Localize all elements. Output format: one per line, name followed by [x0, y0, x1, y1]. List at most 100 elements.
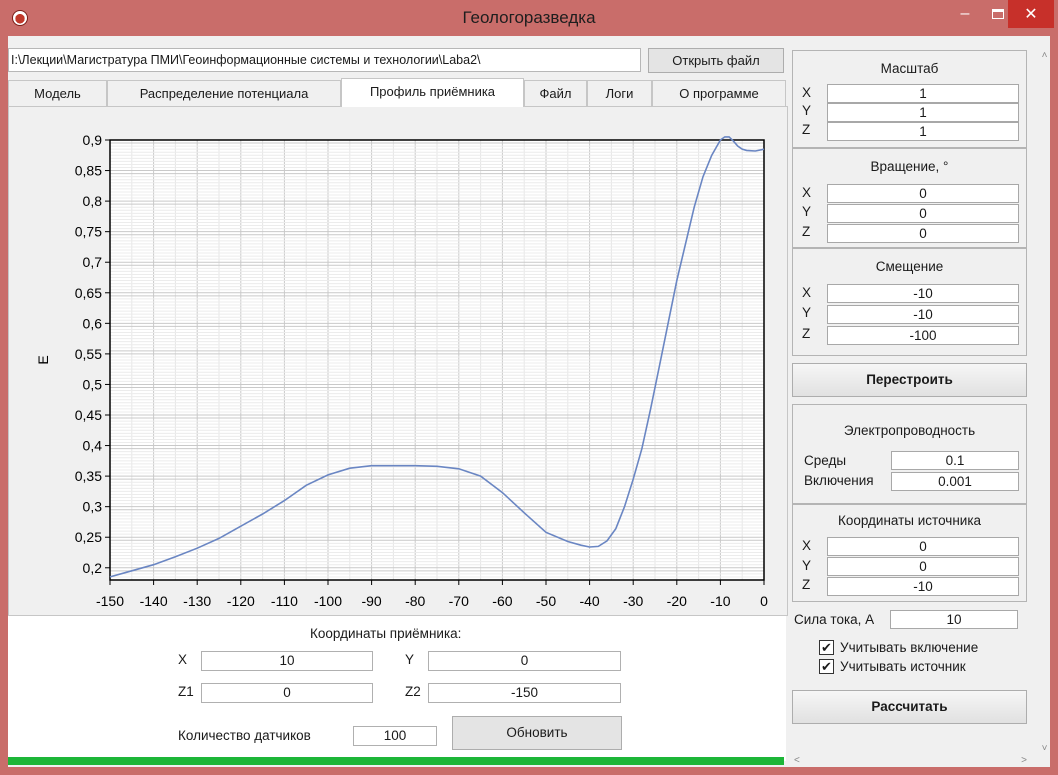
- rebuild-button[interactable]: Перестроить: [792, 363, 1027, 397]
- window-title: Геологоразведка: [462, 8, 596, 27]
- rotation-x-label: X: [802, 185, 812, 200]
- current-label: Сила тока, А: [794, 612, 875, 627]
- scale-y-input[interactable]: 1: [827, 103, 1019, 122]
- scale-x-input[interactable]: 1: [827, 84, 1019, 103]
- x-tick-label: -20: [667, 593, 687, 609]
- y-tick-label: 0,5: [83, 376, 103, 392]
- conductivity-title: Электропроводность: [843, 423, 976, 438]
- y-tick-label: 0,75: [75, 224, 102, 240]
- y-tick-label: 0,4: [83, 438, 103, 454]
- y-tick-label: 0,3: [83, 499, 103, 515]
- offset-y-label: Y: [802, 305, 812, 320]
- rotation-x-input[interactable]: 0: [827, 184, 1019, 203]
- source-z-input[interactable]: -10: [827, 577, 1019, 596]
- include-source-label: Учитывать источник: [840, 659, 966, 674]
- close-button[interactable]: ✕: [1008, 0, 1054, 28]
- source-z-label: Z: [802, 577, 811, 592]
- scroll-down-icon[interactable]: ˅: [1041, 743, 1048, 754]
- rotation-title: Вращение, °: [870, 159, 949, 174]
- y-axis-label: E: [35, 355, 51, 364]
- maximize-icon: [992, 9, 1004, 19]
- file-path-input[interactable]: I:\Лекции\Магистратура ПМИ\Геоинформацио…: [8, 48, 641, 72]
- tab-bar: Модель Распределение потенциала Профиль …: [8, 78, 788, 107]
- source-y-input[interactable]: 0: [827, 557, 1019, 576]
- calculate-button[interactable]: Рассчитать: [792, 690, 1027, 724]
- x-tick-label: -130: [183, 593, 211, 609]
- inclusion-input[interactable]: 0.001: [891, 472, 1019, 491]
- vertical-scrollbar[interactable]: ˄ ˅: [1039, 50, 1050, 755]
- sensors-count-input[interactable]: 100: [353, 726, 437, 746]
- title-bar: Геологоразведка – ✕: [0, 0, 1058, 36]
- app-icon: [12, 10, 28, 26]
- receiver-x-input[interactable]: 10: [201, 651, 373, 671]
- open-file-button[interactable]: Открыть файл: [648, 48, 784, 73]
- current-input[interactable]: 10: [890, 610, 1018, 629]
- scroll-right-icon[interactable]: >: [1021, 755, 1027, 766]
- maximize-button[interactable]: [983, 0, 1013, 28]
- y-tick-label: 0,7: [83, 254, 103, 270]
- receiver-z1-label: Z1: [178, 684, 194, 699]
- medium-label: Среды: [804, 453, 847, 468]
- y-tick-label: 0,8: [83, 193, 103, 209]
- x-tick-label: -10: [710, 593, 730, 609]
- scale-z-input[interactable]: 1: [827, 122, 1019, 141]
- x-tick-label: -150: [96, 593, 124, 609]
- y-tick-label: 0,9: [83, 132, 103, 148]
- source-title: Координаты источника: [837, 513, 982, 528]
- tab-receiver-profile[interactable]: Профиль приёмника: [341, 78, 524, 107]
- receiver-z2-label: Z2: [405, 684, 421, 699]
- include-source-checkbox[interactable]: ✔: [819, 659, 834, 674]
- scale-z-label: Z: [802, 122, 811, 137]
- horizontal-scrollbar[interactable]: < >: [792, 755, 1039, 767]
- source-x-input[interactable]: 0: [827, 537, 1019, 556]
- include-inclusion-checkbox[interactable]: ✔: [819, 640, 834, 655]
- offset-title: Смещение: [875, 259, 944, 274]
- y-tick-label: 0,6: [83, 315, 103, 331]
- x-tick-label: -100: [314, 593, 342, 609]
- x-tick-label: -70: [449, 593, 469, 609]
- receiver-x-label: X: [178, 652, 188, 667]
- offset-x-label: X: [802, 285, 812, 300]
- tab-file[interactable]: Файл: [524, 80, 587, 106]
- inclusion-label: Включения: [804, 473, 874, 488]
- y-tick-label: 0,35: [75, 468, 102, 484]
- y-tick-label: 0,85: [75, 163, 102, 179]
- offset-y-input[interactable]: -10: [827, 305, 1019, 324]
- x-tick-label: -120: [227, 593, 255, 609]
- x-tick-label: -90: [361, 593, 381, 609]
- tab-model[interactable]: Модель: [8, 80, 107, 106]
- series-line: [109, 136, 765, 578]
- rotation-y-label: Y: [802, 204, 812, 219]
- y-tick-label: 0,45: [75, 407, 102, 423]
- receiver-y-input[interactable]: 0: [428, 651, 621, 671]
- medium-input[interactable]: 0.1: [891, 451, 1019, 470]
- source-y-label: Y: [802, 558, 812, 573]
- profile-chart: -150 -140 -130 -120 -110 -100 -90 -80 -70 -60 -50-…: [9, 107, 789, 628]
- y-tick-label: 0,65: [75, 285, 102, 301]
- offset-x-input[interactable]: -10: [827, 284, 1019, 303]
- offset-z-input[interactable]: -100: [827, 326, 1019, 345]
- x-tick-label: -60: [492, 593, 512, 609]
- refresh-button[interactable]: Обновить: [452, 716, 622, 750]
- tab-potential-distribution[interactable]: Распределение потенциала: [107, 80, 341, 106]
- rotation-z-input[interactable]: 0: [827, 224, 1019, 243]
- receiver-z1-input[interactable]: 0: [201, 683, 373, 703]
- rotation-z-label: Z: [802, 224, 811, 239]
- profile-chart-svg: -150 -140 -130 -120 -110 -100 -90 -80 -70 -60 -50-…: [35, 132, 768, 628]
- y-tick-label: 0,25: [75, 529, 102, 545]
- y-tick-label: 0,55: [75, 346, 102, 362]
- rotation-y-input[interactable]: 0: [827, 204, 1019, 223]
- receiver-z2-input[interactable]: -150: [428, 683, 621, 703]
- scroll-left-icon[interactable]: <: [794, 755, 800, 766]
- scroll-up-icon[interactable]: ˄: [1041, 50, 1048, 61]
- tab-logs[interactable]: Логи: [587, 80, 652, 106]
- checkmark-icon: ✔: [821, 659, 832, 674]
- x-tick-label: -110: [271, 593, 298, 609]
- y-tick-label: 0,2: [83, 560, 103, 576]
- receiver-coordinates-panel: Координаты приёмника: X 10 Y 0 Z1 0 Z2 -…: [8, 616, 786, 761]
- minimize-button[interactable]: –: [950, 0, 980, 28]
- x-tick-label: -40: [579, 593, 599, 609]
- tab-about[interactable]: О программе: [652, 80, 786, 106]
- x-tick-label: -30: [623, 593, 643, 609]
